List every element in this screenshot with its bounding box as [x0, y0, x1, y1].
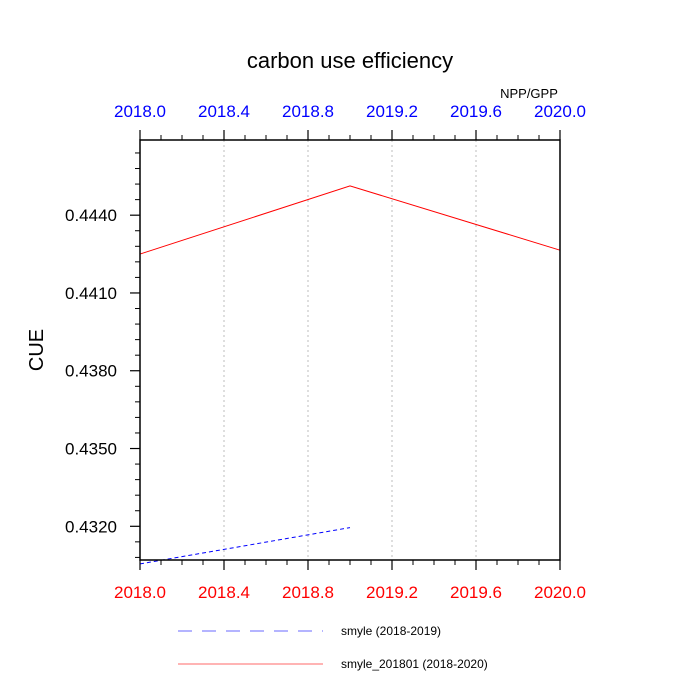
x-bottom-tick-label: 2019.2	[366, 583, 418, 602]
y-axis-label: CUE	[26, 329, 48, 371]
x-top-tick-label: 2018.4	[198, 102, 250, 121]
y-tick-label: 0.4320	[65, 517, 117, 536]
legend-label: smyle (2018-2019)	[341, 624, 441, 638]
x-bottom-tick-label: 2018.8	[282, 583, 334, 602]
x-top-tick-label: 2018.8	[282, 102, 334, 121]
x-bottom-tick-label: 2018.0	[114, 583, 166, 602]
plot-frame	[139, 139, 561, 561]
x-bottom-tick-label: 2019.6	[450, 583, 502, 602]
series-line	[139, 527, 351, 565]
chart-subtitle: NPP/GPP	[500, 86, 558, 101]
y-tick-label: 0.4440	[65, 206, 117, 225]
series-lines	[139, 185, 561, 565]
x-top-tick-label: 2018.0	[114, 102, 166, 121]
legend-label: smyle_201801 (2018-2020)	[341, 657, 488, 671]
tick-labels: 2018.0 2018.0 2018.4 2018.4 2018.8 2018.8 2019…	[65, 102, 586, 602]
y-tick-label: 0.4380	[65, 362, 117, 381]
series-line	[139, 185, 561, 255]
y-tick-label: 0.4410	[65, 284, 117, 303]
x-top-tick-label: 2019.6	[450, 102, 502, 121]
x-top-tick-label: 2020.0	[534, 102, 586, 121]
x-top-tick-label: 2019.2	[366, 102, 418, 121]
y-tick-label: 0.4350	[65, 440, 117, 459]
chart-title: carbon use efficiency	[247, 48, 453, 73]
grid-lines	[223, 140, 477, 560]
x-bottom-tick-label: 2018.4	[198, 583, 250, 602]
x-bottom-tick-label: 2020.0	[534, 583, 586, 602]
legend: smyle (2018-2019) smyle_201801 (2018-2020…	[178, 624, 488, 671]
axis-ticks	[130, 130, 561, 570]
